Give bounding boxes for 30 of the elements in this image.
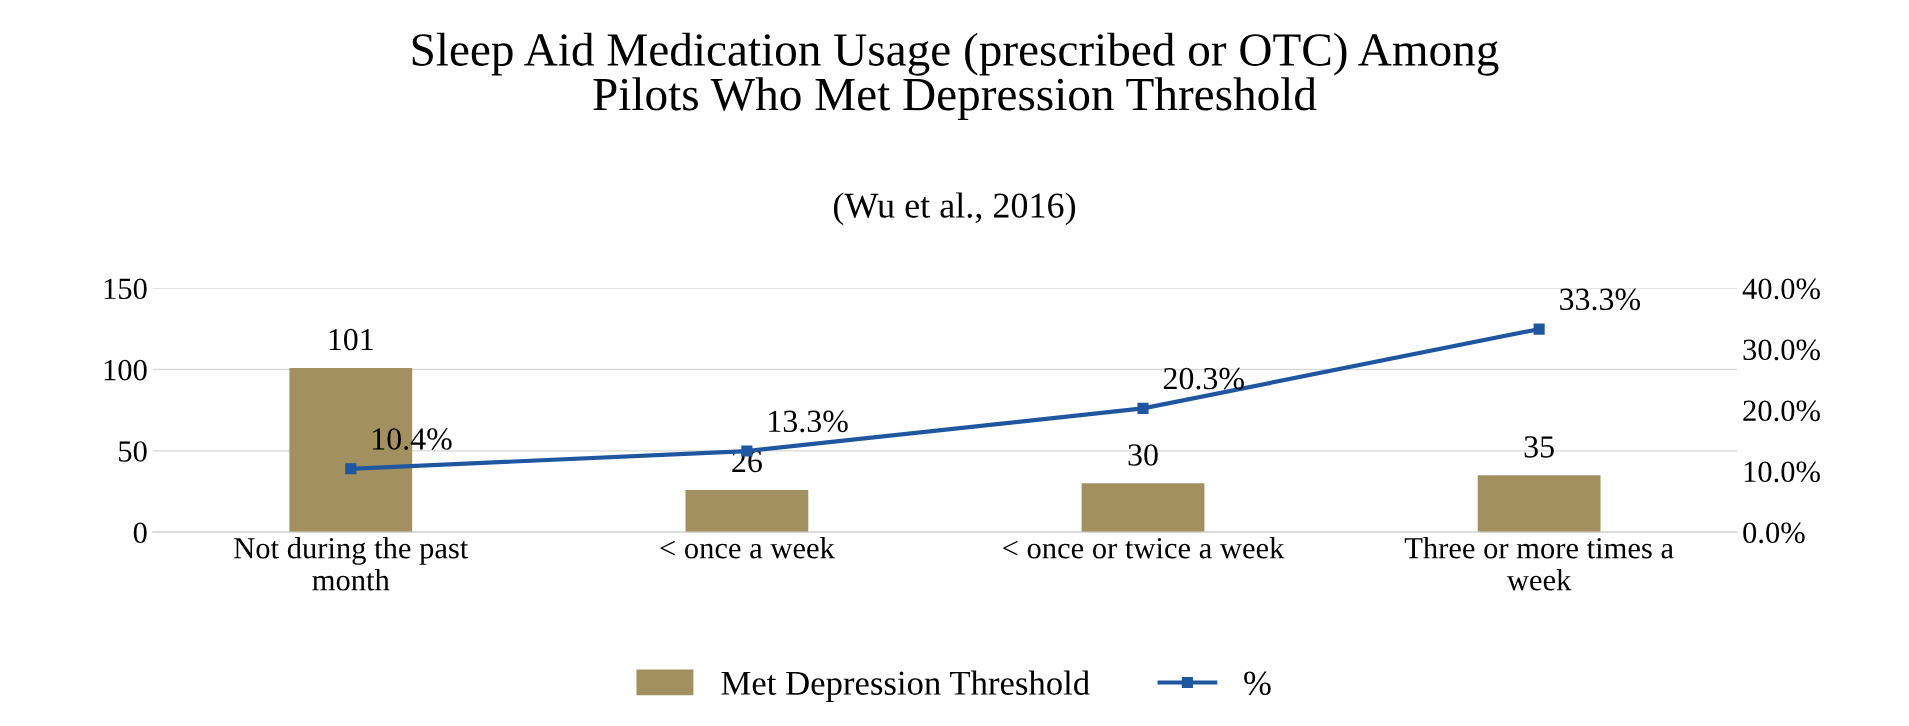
y-tick-label: 150 [104,278,147,300]
y-tick-label: 100 [104,359,147,381]
x-tick-label: < once a week [660,537,835,559]
data-label: 35 [1524,436,1554,458]
chart-subtitle: (Wu et al., 2016) [833,192,1076,226]
data-label: 30 [1128,444,1158,466]
data-label: 101 [329,328,373,351]
data-label: 20.3% [1163,367,1244,390]
chart-title: Sleep Aid Medication Usage (prescribed or OTC) Among Pilots Who Met Depression Threshold [412,32,1499,121]
legend-label: % [1244,671,1271,696]
y2-tick-label: 40.0% [1742,278,1820,300]
y2-tick-label: 0.0% [1743,522,1805,544]
data-label: 13.3% [769,410,848,433]
point [1533,323,1545,335]
y-tick-label: 0 [133,522,147,544]
bar [1477,475,1601,533]
bar [685,489,809,533]
y2-tick-label: 10.0% [1744,461,1820,483]
x-tick-label: Three or more times a week [1404,537,1674,591]
x-tick-label: < once or twice a week [1003,537,1285,559]
data-label: 10.4% [373,428,452,450]
bar [1081,483,1205,533]
y-tick-label: 50 [119,441,147,462]
data-label: 33.3% [1560,288,1640,311]
y2-tick-label: 20.0% [1743,400,1820,422]
legend-label: Met Depression Threshold [721,670,1090,703]
y2-tick-label: 30.0% [1743,339,1820,361]
x-tick-label: Not during the past month [234,537,469,591]
point [345,463,357,475]
point [1137,402,1149,414]
